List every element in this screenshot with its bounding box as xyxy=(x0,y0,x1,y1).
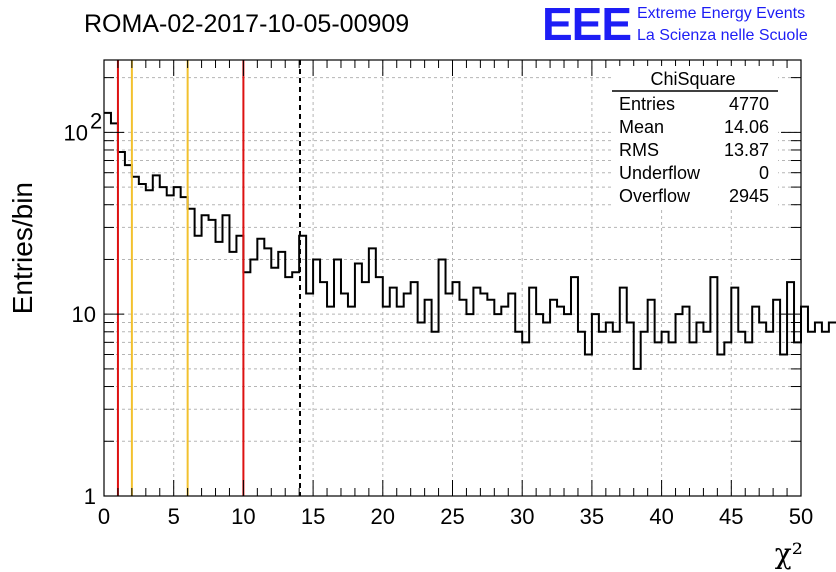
y-tick-exponent: 2 xyxy=(90,108,102,133)
x-tick-label: 35 xyxy=(580,504,604,529)
stats-value: 13.87 xyxy=(724,140,769,160)
stats-label: Overflow xyxy=(619,186,691,206)
x-tick-label: 20 xyxy=(371,504,395,529)
x-tick-label: 40 xyxy=(649,504,673,529)
eee-logo: EEE Extreme Energy Events La Scienza nel… xyxy=(542,0,808,50)
x-tick-label: 10 xyxy=(231,504,255,529)
x-tick-label: 50 xyxy=(789,504,813,529)
stats-label: Entries xyxy=(619,94,675,114)
x-axis-label: χ² xyxy=(775,537,803,570)
eee-logo-text: EEE xyxy=(542,0,631,50)
stats-label: RMS xyxy=(619,140,659,160)
logo-line-1: Extreme Energy Events xyxy=(637,5,805,22)
y-tick-label: 10 xyxy=(64,120,88,145)
stats-value: 2945 xyxy=(729,186,769,206)
x-tick-label: 5 xyxy=(168,504,180,529)
stats-background xyxy=(612,66,778,208)
logo-line-2: La Scienza nelle Scuole xyxy=(637,27,808,44)
stats-label: Mean xyxy=(619,117,664,137)
stats-label: Underflow xyxy=(619,163,701,183)
y-axis-label: Entries/bin xyxy=(7,182,38,314)
x-tick-label: 45 xyxy=(719,504,743,529)
x-tick-label: 25 xyxy=(440,504,464,529)
chart-title: ROMA-02-2017-10-05-00909 xyxy=(84,10,409,38)
y-tick-label: 10 xyxy=(72,302,96,327)
x-tick-label: 15 xyxy=(301,504,325,529)
stats-box: ChiSquare Entries 4770 Mean 14.06 RMS 13.87 Und… xyxy=(612,66,778,208)
stats-value: 0 xyxy=(759,163,769,183)
x-tick-label: 30 xyxy=(510,504,534,529)
x-tick-label: 0 xyxy=(98,504,110,529)
y-tick-label: 1 xyxy=(84,484,96,509)
stats-value: 4770 xyxy=(729,94,769,114)
stats-value: 14.06 xyxy=(724,117,769,137)
stats-title: ChiSquare xyxy=(650,69,735,89)
marker-lines xyxy=(116,60,301,496)
grid xyxy=(104,60,801,496)
